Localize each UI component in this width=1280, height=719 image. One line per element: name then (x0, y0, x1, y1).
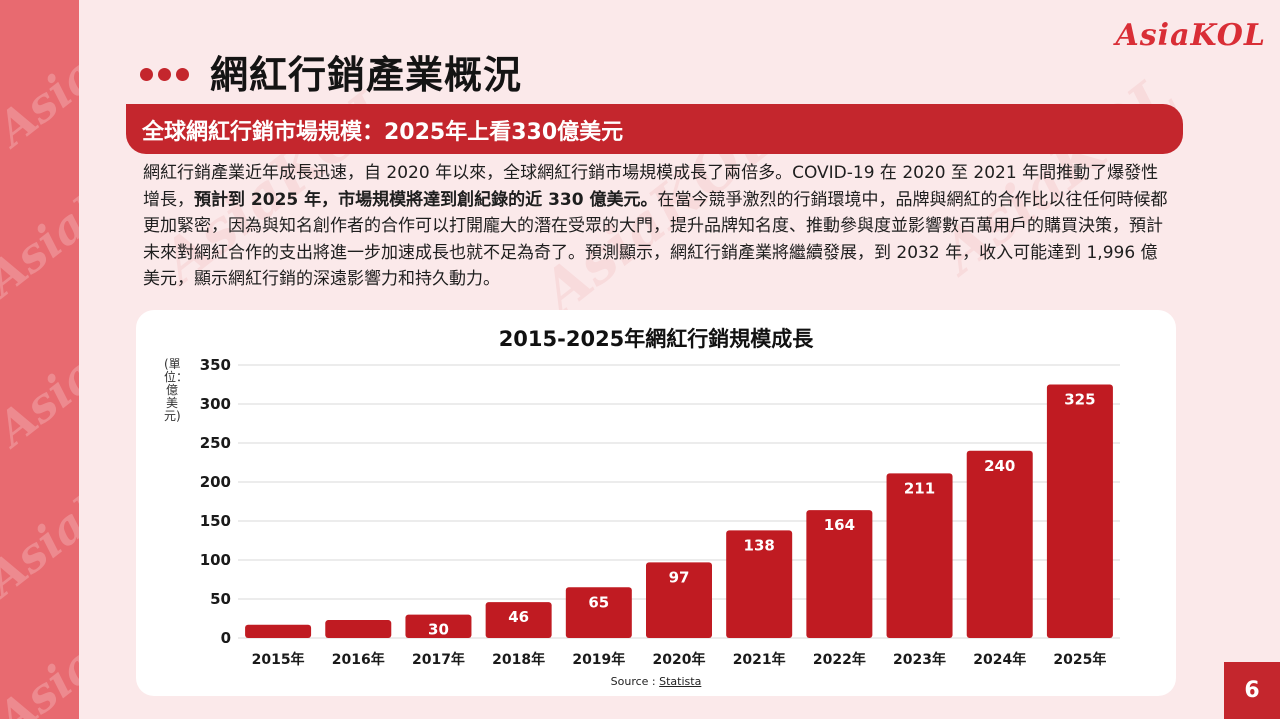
x-tick-label: 2024年 (973, 651, 1026, 668)
section-subtitle-banner: 全球網紅行銷市場規模：2025年上看330億美元 (126, 104, 1183, 154)
source-prefix: Source : (610, 675, 660, 688)
bar-value-label: 65 (588, 593, 609, 611)
x-tick-label: 2018年 (492, 651, 545, 668)
x-tick-label: 2016年 (332, 651, 385, 668)
x-tick-label: 2015年 (252, 651, 305, 668)
bar (325, 620, 392, 638)
y-tick-label: 100 (200, 551, 231, 569)
paragraph-text: 網紅行銷產業近年成長迅速，自 2020 年以來，全球網紅行銷市場規模成長了兩倍多… (143, 163, 1159, 210)
x-tick-label: 2019年 (572, 651, 625, 668)
bar (245, 624, 312, 638)
bar (405, 614, 472, 638)
y-tick-label: 0 (221, 629, 231, 647)
y-tick-label: 50 (210, 590, 231, 608)
page-number: 6 (1224, 662, 1280, 719)
asiakol-logo: AsiaKOL (1115, 18, 1266, 53)
bar-value-label: 30 (428, 621, 449, 639)
page-title: 網紅行銷產業概況 (210, 53, 523, 97)
bar-value-label: 164 (824, 516, 855, 534)
bar (646, 562, 712, 638)
bar (1046, 384, 1113, 638)
x-tick-label: 2023年 (893, 651, 946, 668)
bar (886, 473, 953, 638)
bar-value-label: 240 (984, 457, 1015, 475)
left-decorative-band: AsiaKOL AsiaKOL AsiaKOL AsiaKOL AsiaKOL (0, 0, 79, 719)
bar (565, 587, 632, 638)
x-tick-label: 2025年 (1053, 651, 1106, 668)
intro-paragraph: 網紅行銷產業近年成長迅速，自 2020 年以來，全球網紅行銷市場規模成長了兩倍多… (143, 160, 1173, 293)
y-axis-unit-label: (單位：億美元) (164, 357, 189, 423)
title-dots-icon (140, 68, 189, 81)
x-tick-label: 2017年 (412, 651, 465, 668)
x-tick-label: 2021年 (733, 651, 786, 668)
bar (966, 450, 1033, 638)
bar-value-label: 46 (508, 608, 529, 626)
bar (485, 602, 552, 638)
bar-value-label: 325 (1064, 391, 1095, 409)
bar-value-label: 211 (904, 479, 935, 497)
bar (726, 530, 793, 638)
y-tick-label: 200 (200, 473, 231, 491)
y-tick-label: 250 (200, 434, 231, 452)
x-tick-label: 2022年 (813, 651, 866, 668)
bar-value-label: 138 (744, 536, 775, 554)
paragraph-text: 在當今競爭激烈的行銷環境中，品牌與網紅的合作比以往任何時候都更加緊密，因為與知名… (143, 189, 1168, 290)
paragraph-highlight: 預計到 2025 年，市場規模將達到創紀錄的近 330 億美元。 (194, 189, 658, 210)
y-tick-label: 150 (200, 512, 231, 530)
source-link[interactable]: Statista (659, 675, 702, 688)
chart-source: Source : Statista (136, 675, 1176, 688)
chart-title: 2015-2025年網紅行銷規模成長 (498, 327, 814, 351)
x-tick-label: 2020年 (653, 651, 706, 668)
y-tick-label: 350 (200, 356, 231, 374)
bar (806, 510, 873, 638)
y-tick-label: 300 (200, 395, 231, 413)
bar-value-label: 97 (669, 568, 690, 586)
